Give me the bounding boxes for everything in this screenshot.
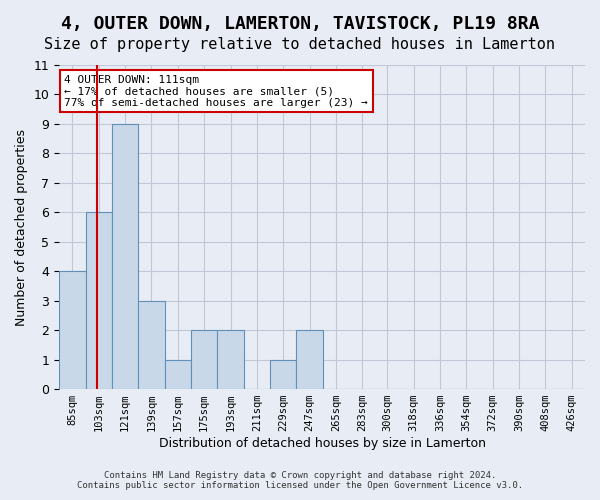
Bar xyxy=(86,212,112,389)
Bar xyxy=(191,330,217,389)
Bar xyxy=(112,124,138,389)
Text: 4 OUTER DOWN: 111sqm
← 17% of detached houses are smaller (5)
77% of semi-detach: 4 OUTER DOWN: 111sqm ← 17% of detached h… xyxy=(64,74,368,108)
Bar xyxy=(164,360,191,389)
Text: Size of property relative to detached houses in Lamerton: Size of property relative to detached ho… xyxy=(44,38,556,52)
Bar xyxy=(296,330,323,389)
Bar xyxy=(138,300,164,389)
Bar xyxy=(270,360,296,389)
Text: 4, OUTER DOWN, LAMERTON, TAVISTOCK, PL19 8RA: 4, OUTER DOWN, LAMERTON, TAVISTOCK, PL19… xyxy=(61,15,539,33)
Bar xyxy=(59,271,86,389)
Bar xyxy=(217,330,244,389)
X-axis label: Distribution of detached houses by size in Lamerton: Distribution of detached houses by size … xyxy=(158,437,485,450)
Text: Contains HM Land Registry data © Crown copyright and database right 2024.
Contai: Contains HM Land Registry data © Crown c… xyxy=(77,470,523,490)
Y-axis label: Number of detached properties: Number of detached properties xyxy=(15,128,28,326)
